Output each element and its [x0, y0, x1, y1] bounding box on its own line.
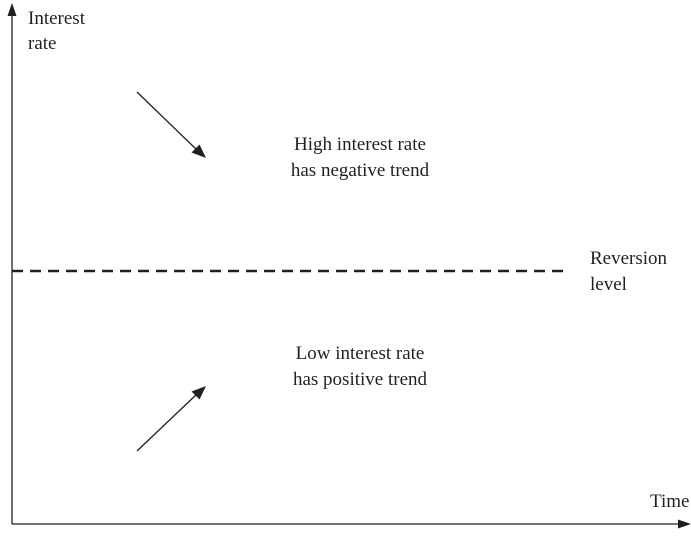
- negative-trend-arrow-line: [136, 91, 199, 152]
- reversion-label-line1: Reversion: [590, 248, 668, 269]
- upper-region-text-line1: High interest rate: [294, 134, 426, 155]
- y-axis-label-line1: Interest: [28, 8, 86, 29]
- upper-region-text-line2: has negative trend: [291, 160, 430, 181]
- lower-region-text-line2: has positive trend: [293, 369, 428, 390]
- x-axis-arrowhead: [678, 519, 691, 529]
- y-axis-label-line2: rate: [28, 33, 56, 54]
- positive-trend-arrowhead: [191, 386, 206, 400]
- lower-region-text-line1: Low interest rate: [296, 343, 425, 364]
- reversion-label-line2: level: [590, 274, 627, 295]
- y-axis-arrowhead: [7, 3, 17, 16]
- x-axis-label: Time: [650, 491, 689, 512]
- negative-trend-arrowhead: [191, 144, 206, 158]
- positive-trend-arrow-line: [136, 392, 199, 452]
